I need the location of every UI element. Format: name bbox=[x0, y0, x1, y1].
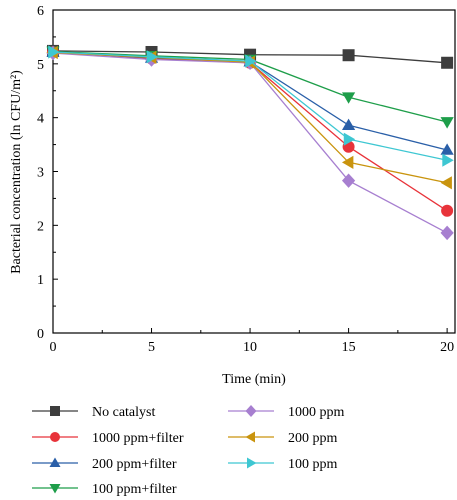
legend-marker bbox=[245, 431, 255, 443]
legend-marker bbox=[49, 484, 61, 494]
data-point bbox=[440, 176, 452, 190]
legend-label: No catalyst bbox=[92, 405, 155, 420]
data-point bbox=[440, 225, 454, 241]
y-tick-label: 0 bbox=[37, 327, 44, 342]
data-point bbox=[341, 118, 356, 131]
legend-item: 100 ppm bbox=[228, 457, 338, 472]
x-tick-label: 20 bbox=[440, 340, 454, 355]
x-tick-label: 5 bbox=[148, 340, 155, 355]
data-point bbox=[440, 117, 454, 129]
series-line bbox=[52, 51, 448, 212]
y-tick-label: 4 bbox=[37, 112, 44, 127]
data-point bbox=[245, 54, 257, 68]
legend-marker bbox=[245, 405, 257, 417]
series-line bbox=[52, 51, 448, 184]
legend-label: 200 ppm+filter bbox=[92, 457, 177, 472]
series-1 bbox=[47, 45, 454, 217]
legend-item: 1000 ppm+filter bbox=[32, 431, 184, 446]
legend-label: 1000 ppm bbox=[288, 405, 345, 420]
y-tick-label: 3 bbox=[37, 166, 44, 181]
series-6 bbox=[48, 45, 454, 167]
x-tick-label: 10 bbox=[243, 340, 257, 355]
data-point bbox=[146, 50, 159, 64]
y-axis-title: Bacterial concentration (ln CFU/m²) bbox=[9, 70, 24, 274]
x-tick-label: 0 bbox=[50, 340, 57, 355]
legend-label: 100 ppm+filter bbox=[92, 482, 177, 497]
data-point bbox=[442, 153, 454, 167]
y-tick-label: 5 bbox=[37, 58, 44, 73]
legend-item: 100 ppm+filter bbox=[32, 482, 177, 497]
legend-label: 200 ppm bbox=[288, 431, 338, 446]
data-point bbox=[441, 56, 454, 69]
data-point bbox=[48, 45, 60, 59]
series-4 bbox=[46, 45, 454, 241]
y-tick-label: 1 bbox=[37, 273, 44, 288]
y-axis: 0 1 2 3 4 5 6 bbox=[37, 4, 58, 342]
legend-item: 200 ppm+filter bbox=[32, 457, 177, 472]
data-point bbox=[441, 204, 454, 217]
data-point bbox=[341, 155, 354, 169]
legend-marker bbox=[50, 406, 60, 416]
data-point bbox=[342, 49, 355, 62]
data-point bbox=[343, 132, 356, 146]
legend-item: 1000 ppm bbox=[228, 405, 345, 420]
x-axis: 0 5 10 15 20 bbox=[50, 328, 454, 355]
data-point bbox=[341, 92, 356, 104]
legend-item: 200 ppm bbox=[228, 431, 338, 446]
y-tick-label: 2 bbox=[37, 219, 44, 234]
series-line bbox=[52, 52, 448, 234]
legend: No catalyst 1000 ppm+filter 200 ppm+filter… bbox=[32, 405, 345, 497]
y-tick-label: 6 bbox=[37, 4, 44, 19]
x-axis-title: Time (min) bbox=[222, 372, 286, 387]
legend-marker bbox=[247, 457, 257, 469]
x-tick-label: 15 bbox=[342, 340, 356, 355]
legend-marker bbox=[50, 432, 60, 442]
data-point bbox=[440, 143, 454, 155]
legend-label: 100 ppm bbox=[288, 457, 338, 472]
legend-marker bbox=[49, 457, 61, 467]
data-point bbox=[341, 173, 356, 188]
legend-label: 1000 ppm+filter bbox=[92, 431, 184, 446]
series-layer bbox=[46, 44, 454, 241]
legend-item: No catalyst bbox=[32, 405, 155, 420]
